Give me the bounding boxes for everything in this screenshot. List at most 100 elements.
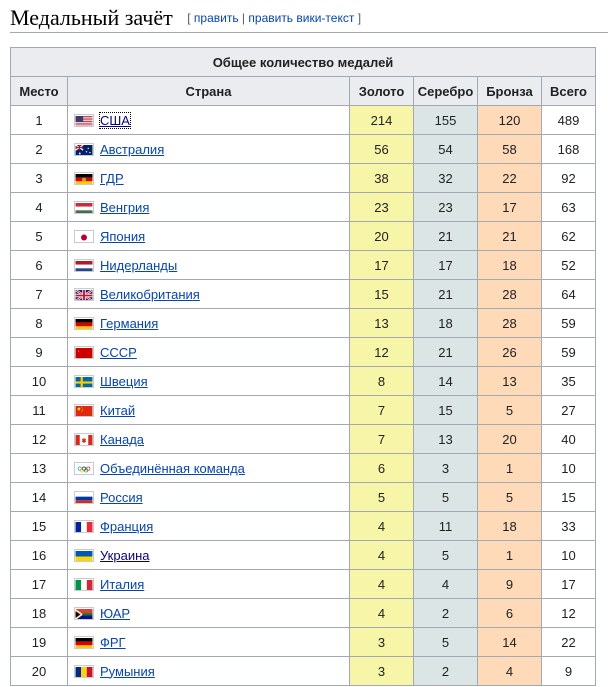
total-cell: 33 <box>541 511 596 541</box>
total-cell: 489 <box>541 105 596 135</box>
gold-cell: 8 <box>349 366 414 396</box>
flag-russia-icon <box>74 490 94 504</box>
gold-cell: 15 <box>349 279 414 309</box>
medal-table: Общее количество медалей Место Страна Зо… <box>10 47 596 686</box>
place-cell: 19 <box>10 627 68 657</box>
gold-cell: 4 <box>349 598 414 628</box>
place-cell: 7 <box>10 279 68 309</box>
flag-romania-icon <box>74 664 94 678</box>
country-cell: Австралия <box>67 134 350 164</box>
table-row: 17 Италия 4 4 9 17 <box>10 569 596 599</box>
country-cell: Венгрия <box>67 192 350 222</box>
olympic-rings-icon <box>74 461 94 475</box>
country-link[interactable]: Объединённая команда <box>100 460 245 476</box>
country-cell: Канада <box>67 424 350 454</box>
country-link[interactable]: ЮАР <box>100 605 131 621</box>
total-cell: 59 <box>541 337 596 367</box>
bronze-cell: 17 <box>477 192 542 222</box>
country-cell: ФРГ <box>67 627 350 657</box>
silver-cell: 14 <box>413 366 478 396</box>
place-cell: 10 <box>10 366 68 396</box>
place-cell: 2 <box>10 134 68 164</box>
header-total[interactable]: Всего <box>541 76 596 106</box>
total-cell: 35 <box>541 366 596 396</box>
country-link[interactable]: Россия <box>100 489 143 505</box>
country-link[interactable]: Германия <box>100 315 159 331</box>
bronze-cell: 21 <box>477 221 542 251</box>
silver-cell: 32 <box>413 163 478 193</box>
silver-cell: 21 <box>413 221 478 251</box>
country-link[interactable]: Франция <box>100 518 154 534</box>
country-link[interactable]: Австралия <box>100 141 165 157</box>
country-link[interactable]: Украина <box>100 547 150 563</box>
total-cell: 10 <box>541 540 596 570</box>
country-link[interactable]: Италия <box>100 576 145 592</box>
table-row: 19 ФРГ 3 5 14 22 <box>10 627 596 657</box>
header-country[interactable]: Страна <box>67 76 350 106</box>
country-link[interactable]: Великобритания <box>100 286 200 302</box>
bronze-cell: 22 <box>477 163 542 193</box>
header-place[interactable]: Место <box>10 76 68 106</box>
table-row: 11 Китай 7 15 5 27 <box>10 395 596 425</box>
flag-italy-icon <box>74 577 94 591</box>
table-row: 2 Австралия 56 54 58 168 <box>10 134 596 164</box>
table-row: 6 Нидерланды 17 17 18 52 <box>10 250 596 280</box>
total-cell: 52 <box>541 250 596 280</box>
table-caption: Общее количество медалей <box>10 47 596 77</box>
table-row: 7 Великобритания 15 21 28 64 <box>10 279 596 309</box>
edit-wikitext-link[interactable]: править вики-текст <box>248 11 355 25</box>
gold-cell: 214 <box>349 105 414 135</box>
gold-cell: 5 <box>349 482 414 512</box>
country-link[interactable]: СССР <box>100 344 137 360</box>
flag-germany-icon <box>74 316 94 330</box>
country-link[interactable]: Нидерланды <box>100 257 178 273</box>
country-cell: Китай <box>67 395 350 425</box>
section-title: Медальный зачёт <box>10 5 173 30</box>
place-cell: 13 <box>10 453 68 483</box>
place-cell: 20 <box>10 656 68 686</box>
flag-ussr-icon <box>74 345 94 359</box>
flag-hungary-icon <box>74 200 94 214</box>
bronze-cell: 4 <box>477 656 542 686</box>
section-heading: Медальный зачёт [ править | править вики… <box>10 4 608 33</box>
caption-spacer <box>595 47 596 77</box>
table-row: 10 Швеция 8 14 13 35 <box>10 366 596 396</box>
country-link[interactable]: Румыния <box>100 663 155 679</box>
place-cell: 5 <box>10 221 68 251</box>
header-gold[interactable]: Золото <box>349 76 414 106</box>
header-silver[interactable]: Серебро <box>413 76 478 106</box>
silver-cell: 5 <box>413 627 478 657</box>
country-link[interactable]: США <box>99 111 131 129</box>
total-cell: 59 <box>541 308 596 338</box>
country-link[interactable]: ФРГ <box>100 634 126 650</box>
table-row: 15 Франция 4 11 18 33 <box>10 511 596 541</box>
country-link[interactable]: ГДР <box>100 170 124 186</box>
country-cell: ЮАР <box>67 598 350 628</box>
country-link[interactable]: Швеция <box>100 373 148 389</box>
silver-cell: 17 <box>413 250 478 280</box>
edit-link[interactable]: править <box>193 11 239 25</box>
place-cell: 8 <box>10 308 68 338</box>
gold-cell: 4 <box>349 569 414 599</box>
gold-cell: 56 <box>349 134 414 164</box>
total-cell: 10 <box>541 453 596 483</box>
header-bronze[interactable]: Бронза <box>477 76 542 106</box>
country-cell: ГДР <box>67 163 350 193</box>
country-link[interactable]: Китай <box>100 402 136 418</box>
gold-cell: 7 <box>349 424 414 454</box>
silver-cell: 15 <box>413 395 478 425</box>
bronze-cell: 5 <box>477 395 542 425</box>
gold-cell: 3 <box>349 627 414 657</box>
edit-bracket-open: [ <box>187 11 191 25</box>
flag-uk-icon <box>74 287 94 301</box>
bronze-cell: 9 <box>477 569 542 599</box>
country-link[interactable]: Венгрия <box>100 199 150 215</box>
place-cell: 6 <box>10 250 68 280</box>
country-link[interactable]: Япония <box>100 228 146 244</box>
country-link[interactable]: Канада <box>100 431 145 447</box>
total-cell: 12 <box>541 598 596 628</box>
country-cell: Украина <box>67 540 350 570</box>
country-cell: Германия <box>67 308 350 338</box>
bronze-cell: 1 <box>477 540 542 570</box>
flag-usa-icon <box>74 113 94 127</box>
